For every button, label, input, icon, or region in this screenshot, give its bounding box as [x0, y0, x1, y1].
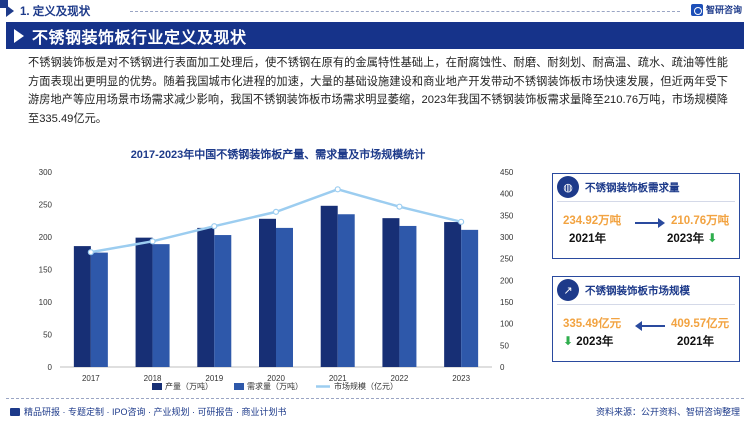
y-right-tick-label: 300 — [500, 233, 514, 242]
book-icon — [10, 407, 20, 416]
x-tick-label: 2023 — [452, 374, 470, 383]
bar-demand — [90, 252, 108, 367]
bar-production — [135, 237, 153, 367]
bar-production — [444, 222, 462, 367]
y-right-tick-label: 200 — [500, 276, 514, 285]
intro-paragraph: 不锈钢装饰板是对不锈钢进行表面加工处理后，使不锈钢在原有的金属特性基础上，在耐腐… — [28, 57, 728, 125]
footer: 精品研报 · 专题定制 · IPO咨询 · 产业规划 · 可研报告 · 商业计划… — [6, 398, 744, 420]
bar-demand — [276, 227, 293, 367]
down-arrow-icon: ⬇ — [563, 334, 574, 348]
y-left-tick-label: 50 — [43, 331, 52, 340]
market-card: ↗ 不锈钢装饰板市场规模 335.49亿元 ⬇ 2023年 409.57亿元 2… — [552, 276, 740, 362]
y-left-tick-label: 150 — [39, 266, 53, 275]
trend-badge-icon: ↗ — [557, 279, 579, 301]
down-arrow-icon: ⬇ — [707, 231, 718, 245]
legend-swatch — [152, 383, 162, 390]
bar-production — [382, 218, 400, 367]
bar-demand — [399, 225, 417, 367]
market-card-label: 不锈钢装饰板市场规模 — [585, 284, 690, 297]
market-to-year: ⬇ 2023年 — [563, 333, 613, 349]
legend-label: 市场规模（亿元） — [334, 381, 398, 391]
x-tick-label: 2020 — [267, 374, 285, 383]
market-size-point — [458, 218, 465, 225]
y-right-tick-label: 250 — [500, 255, 514, 264]
right-arrow-icon — [635, 218, 665, 228]
footer-services: 精品研报 · 专题定制 · IPO咨询 · 产业规划 · 可研报告 · 商业计划… — [10, 405, 287, 418]
legend-label: 需求量（万吨） — [247, 381, 303, 391]
chart-badge-icon: ◍ — [557, 176, 579, 198]
brand-icon — [690, 3, 703, 16]
y-left-tick-label: 100 — [39, 298, 53, 307]
y-right-tick-label: 0 — [500, 363, 505, 372]
bar-production — [259, 218, 276, 367]
y-right-tick-label: 150 — [500, 298, 514, 307]
market-size-point — [149, 238, 156, 245]
card-divider — [557, 304, 735, 305]
footer-source: 资料来源：公开资料、智研咨询整理 — [595, 407, 740, 417]
section-divider — [130, 11, 680, 12]
y-left-tick-label: 200 — [39, 233, 53, 242]
bar-production — [320, 205, 338, 367]
demand-to-year: 2023年 ⬇ — [667, 230, 717, 246]
legend-label: 产量（万吨） — [165, 381, 213, 391]
market-size-point — [396, 203, 403, 210]
section-arrow-icon — [6, 5, 14, 17]
bar-demand — [337, 214, 355, 367]
brand-name: 智研咨询 — [705, 5, 742, 15]
bar-production — [197, 227, 215, 367]
demand-to-year-text: 2023年 — [667, 233, 705, 245]
bar-demand — [152, 244, 170, 367]
y-right-tick-label: 400 — [500, 190, 514, 199]
left-arrow-icon — [635, 321, 665, 331]
x-tick-label: 2021 — [329, 374, 347, 383]
section-header: 1. 定义及现状 — [6, 2, 90, 20]
market-size-point — [87, 249, 94, 256]
x-tick-label: 2022 — [391, 374, 409, 383]
chart-container: 2017-2023年中国不锈钢装饰板产量、需求量及市场规模统计 0 50 100 15… — [22, 142, 534, 402]
combo-chart: 0 50 100 150 200 250 300 0 50 100 150 200 250 300 350 4… — [39, 168, 514, 391]
chart-title: 2017-2023年中国不锈钢装饰板产量、需求量及市场规模统计 — [130, 149, 426, 161]
y-right-tick-label: 450 — [500, 168, 514, 177]
card-divider — [557, 201, 735, 202]
demand-card-label: 不锈钢装饰板需求量 — [585, 181, 680, 194]
market-card-header: ↗ 不锈钢装饰板市场规模 — [553, 279, 739, 301]
bar-demand — [461, 229, 479, 367]
y-left-tick-label: 250 — [39, 201, 53, 210]
x-tick-label: 2018 — [144, 374, 162, 383]
demand-card: ◍ 不锈钢装饰板需求量 234.92万吨 2021年 210.76万吨 2023… — [552, 173, 740, 259]
page-title: 不锈钢装饰板行业定义及现状 — [32, 29, 247, 47]
demand-from-value: 234.92万吨 — [563, 215, 622, 227]
x-tick-label: 2017 — [82, 374, 100, 383]
market-size-point — [334, 186, 341, 193]
footer-divider — [6, 398, 744, 399]
demand-to-value: 210.76万吨 — [671, 215, 730, 227]
market-from-year: 2021年 — [677, 336, 715, 348]
bar-production — [73, 246, 91, 367]
market-size-point — [272, 208, 280, 215]
title-arrow-icon — [14, 28, 24, 43]
market-from-value: 409.57亿元 — [671, 318, 730, 330]
y-right-tick-label: 100 — [500, 320, 514, 329]
x-tick-label: 2019 — [205, 374, 223, 383]
section-title: 1. 定义及现状 — [20, 6, 91, 18]
demand-from-year: 2021年 — [569, 233, 607, 245]
legend-swatch — [234, 383, 244, 390]
demand-card-header: ◍ 不锈钢装饰板需求量 — [553, 176, 739, 198]
market-size-point — [211, 223, 218, 230]
footer-services-text: 精品研报 · 专题定制 · IPO咨询 · 产业规划 · 可研报告 · 商业计划… — [24, 407, 287, 417]
brand-logo: 智研咨询 — [690, 3, 742, 16]
bar-demand — [214, 235, 232, 367]
y-left-tick-label: 0 — [48, 363, 53, 372]
market-to-value: 335.49亿元 — [563, 318, 622, 330]
page-title-bar: 不锈钢装饰板行业定义及现状 — [6, 22, 744, 49]
y-right-tick-label: 350 — [500, 211, 514, 220]
y-left-tick-label: 300 — [39, 168, 53, 177]
market-to-year-text: 2023年 — [576, 336, 614, 348]
y-right-tick-label: 50 — [500, 341, 509, 350]
corner-mark — [0, 0, 8, 8]
